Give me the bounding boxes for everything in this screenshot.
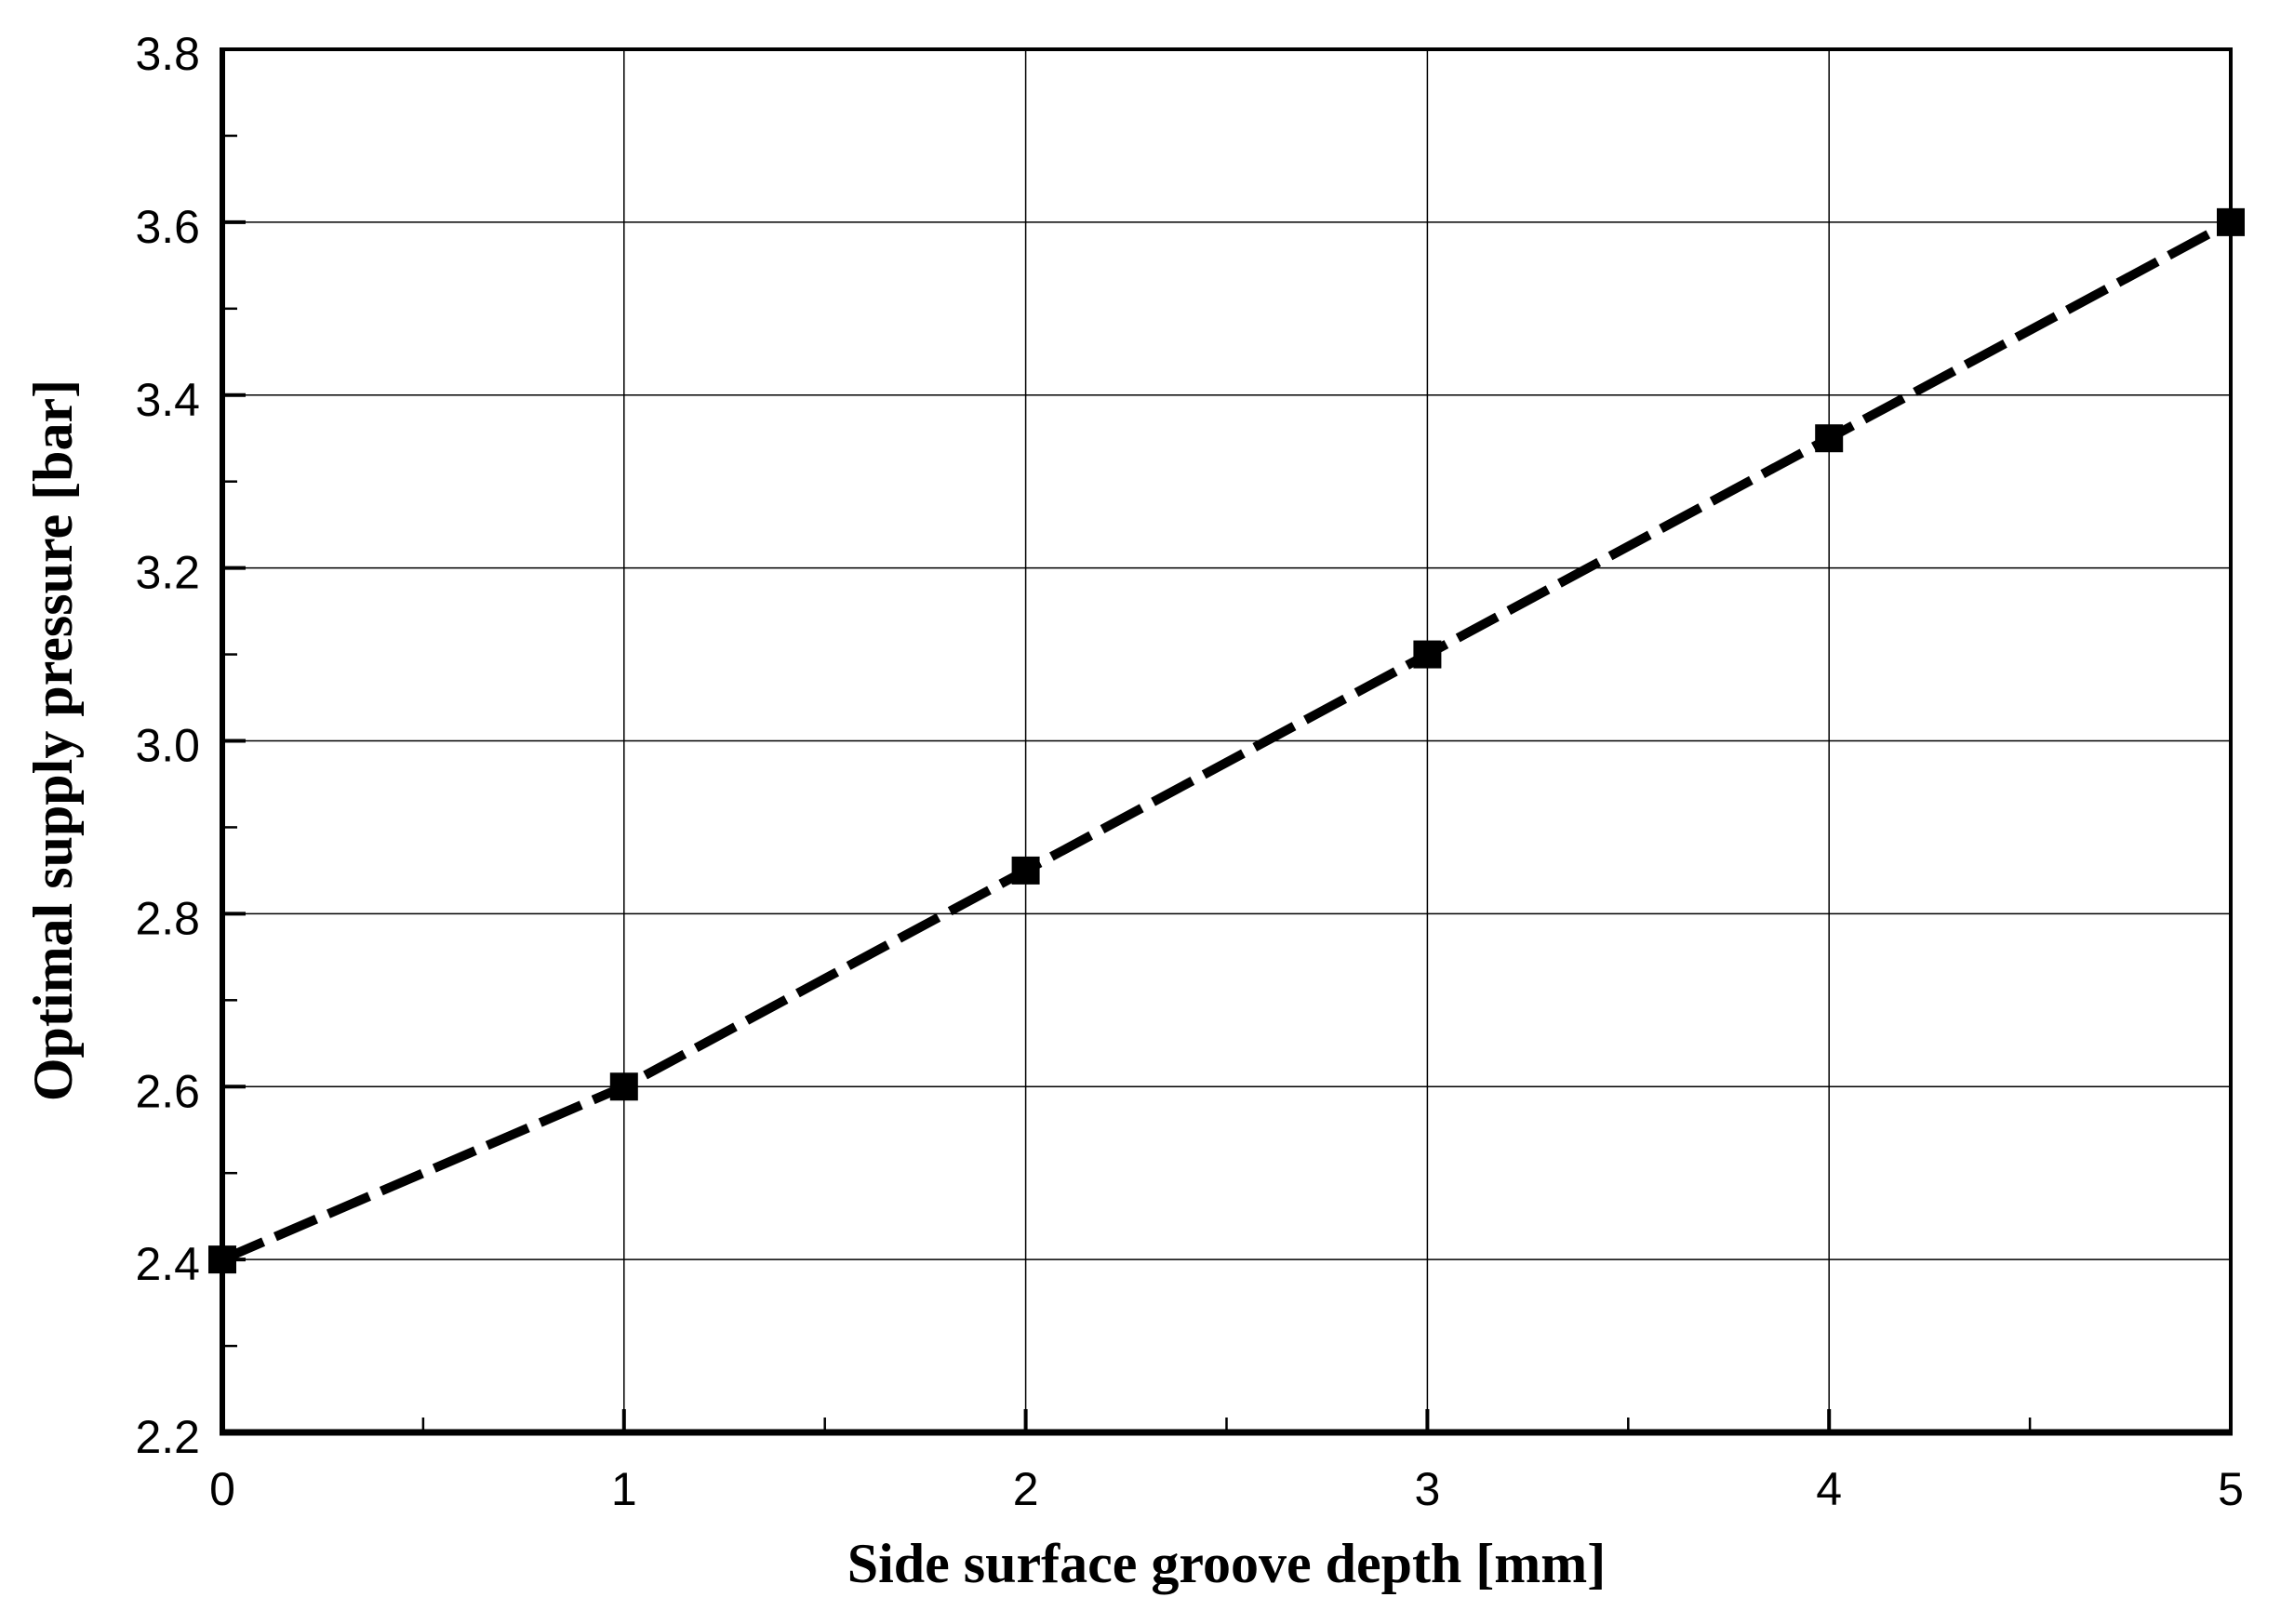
- data-line: [220, 218, 2234, 1264]
- y-tick-label: 3.4: [135, 374, 200, 426]
- y-tick-label: 2.2: [135, 1411, 200, 1463]
- x-tick-label: 4: [1816, 1463, 1842, 1515]
- y-tick-label: 3.6: [135, 201, 200, 253]
- data-point-marker: [1815, 424, 1844, 453]
- data-point-marker: [2217, 207, 2245, 236]
- data-point-marker: [609, 1072, 638, 1101]
- x-axis-title: Side surface groove depth [mm]: [847, 1533, 1607, 1594]
- y-axis-title: Optimal supply pressure [bar]: [22, 379, 84, 1102]
- x-tick-label: 1: [611, 1463, 637, 1515]
- y-tick-label: 2.4: [135, 1238, 200, 1290]
- x-tick-label: 3: [1414, 1463, 1440, 1515]
- data-point-marker: [1011, 856, 1040, 885]
- x-tick-label: 2: [1013, 1463, 1039, 1515]
- y-tick-label: 2.8: [135, 892, 200, 944]
- y-tick-label: 3.0: [135, 720, 200, 772]
- data-point-marker: [208, 1245, 236, 1274]
- y-tick-label: 3.8: [135, 28, 200, 80]
- x-tick-label: 5: [2218, 1463, 2244, 1515]
- data-point-marker: [1413, 640, 1442, 669]
- y-tick-label: 2.6: [135, 1065, 200, 1117]
- y-tick-label: 3.2: [135, 547, 200, 599]
- x-tick-label: 0: [209, 1463, 235, 1515]
